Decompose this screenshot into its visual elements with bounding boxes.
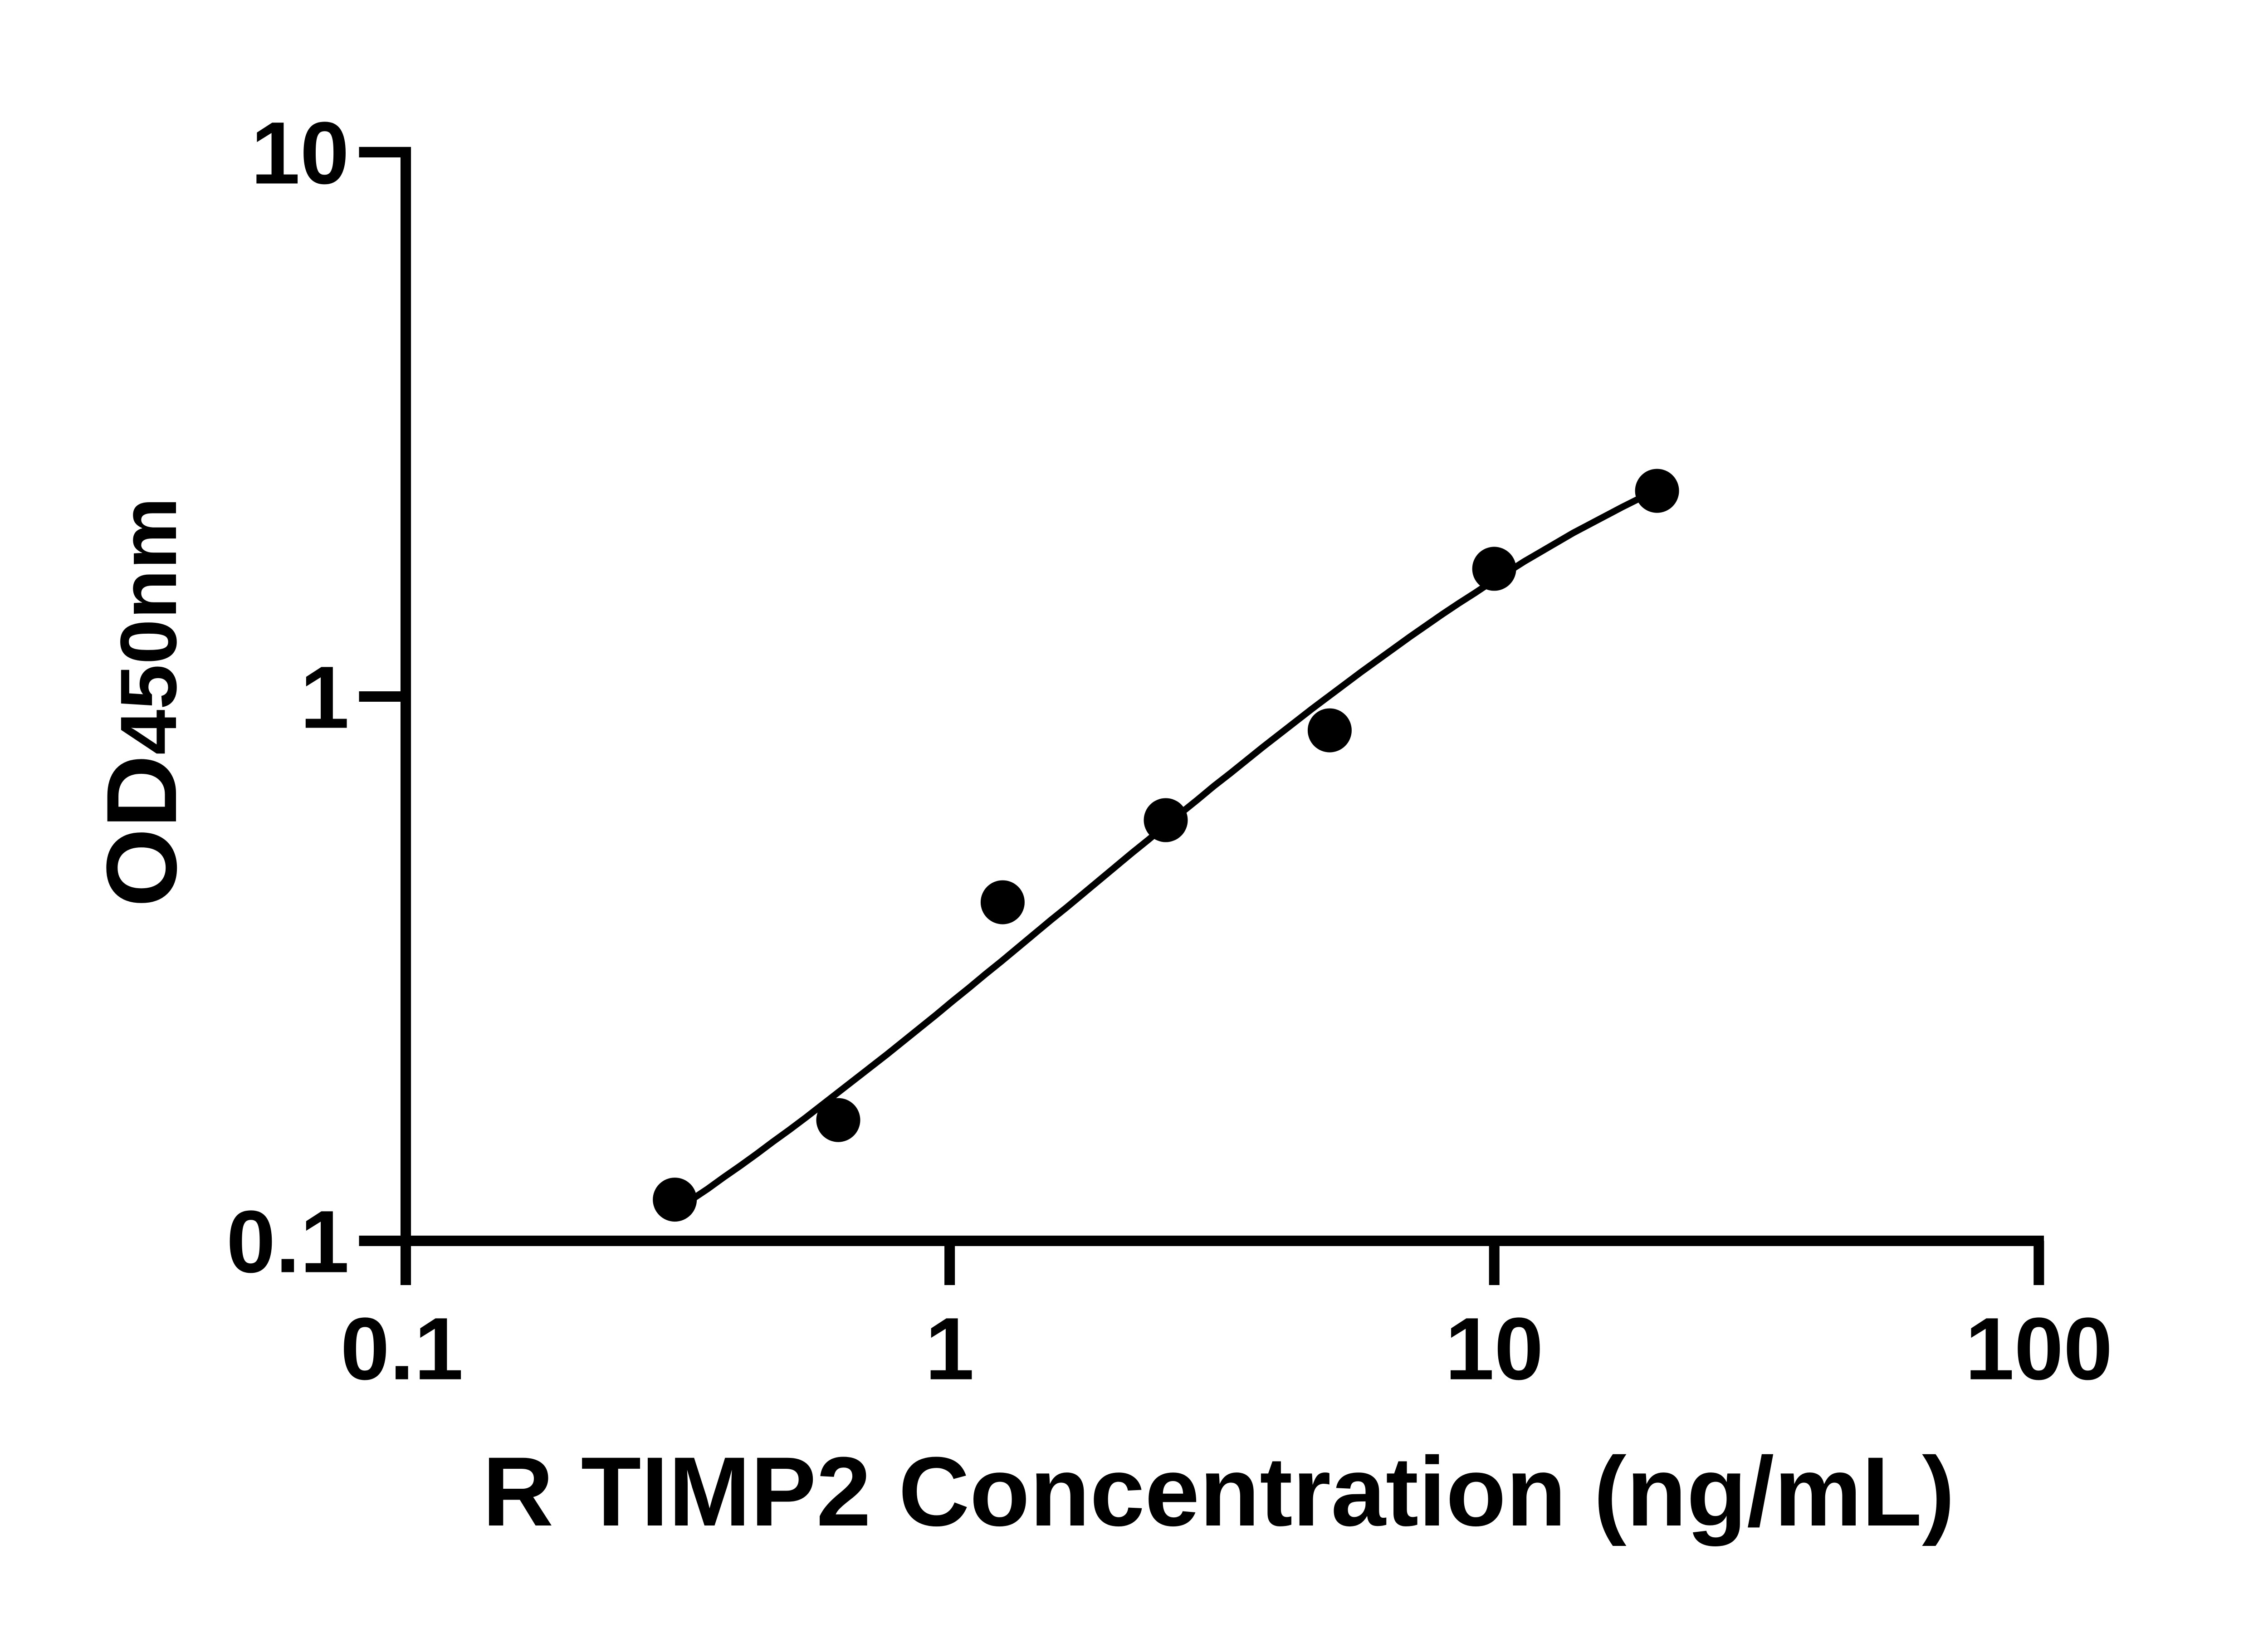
svg-text:1: 1	[300, 648, 349, 747]
svg-text:10: 10	[251, 104, 349, 203]
svg-text:10: 10	[1445, 1300, 1544, 1398]
svg-text:0.1: 0.1	[226, 1193, 349, 1291]
svg-text:OD450nm: OD450nm	[86, 497, 197, 907]
svg-text:100: 100	[1965, 1300, 2112, 1398]
svg-text:0.1: 0.1	[340, 1300, 463, 1398]
svg-text:R TIMP2 Concentration (ng/mL): R TIMP2 Concentration (ng/mL)	[483, 1437, 1955, 1546]
svg-text:1: 1	[925, 1300, 974, 1398]
